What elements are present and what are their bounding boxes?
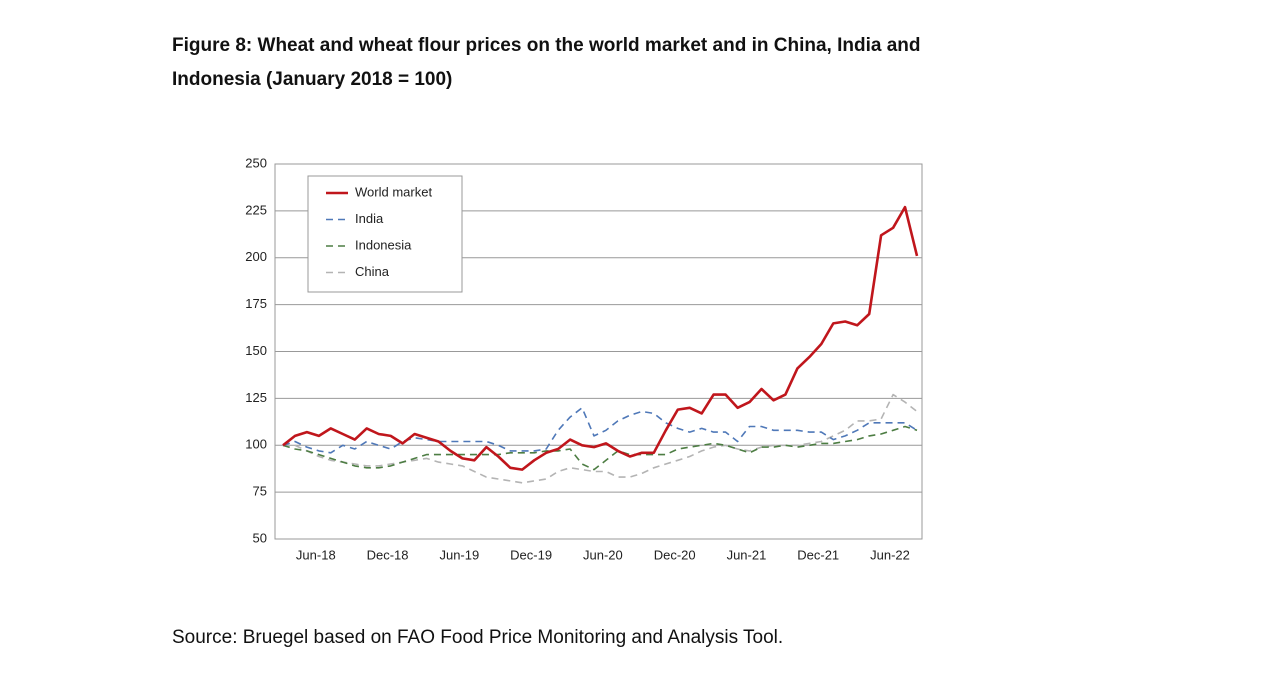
series-line	[282, 205, 919, 471]
legend-box	[307, 175, 463, 293]
y-tick-label: 175	[245, 296, 267, 311]
legend-label: Indonesia	[355, 237, 412, 252]
x-tick-label: Jun-20	[583, 547, 623, 562]
y-tick-label: 100	[245, 437, 267, 452]
y-tick-label: 50	[253, 530, 267, 545]
legend-label: India	[355, 211, 384, 226]
x-tick-label: Dec-21	[797, 547, 839, 562]
y-tick-label: 125	[245, 390, 267, 405]
y-tick-label: 200	[245, 249, 267, 264]
x-tick-label: Jun-22	[870, 547, 910, 562]
chart-title: Figure 8: Wheat and wheat flour prices o…	[172, 35, 920, 56]
y-tick-label: 225	[245, 202, 267, 217]
y-tick-label: 75	[253, 484, 267, 499]
x-tick-label: Dec-20	[654, 547, 696, 562]
series-line	[283, 393, 918, 484]
y-tick-label: 250	[245, 155, 267, 170]
series-line	[282, 425, 918, 471]
chart-subtitle: Indonesia (January 2018 = 100)	[172, 69, 452, 90]
x-tick-label: Dec-18	[367, 547, 409, 562]
y-tick-label: 150	[245, 343, 267, 358]
legend-label: China	[355, 264, 390, 279]
x-tick-label: Dec-19	[510, 547, 552, 562]
series-line	[282, 407, 918, 454]
legend-label: World market	[355, 184, 432, 199]
source-note: Source: Bruegel based on FAO Food Price …	[172, 627, 783, 648]
x-tick-label: Jun-18	[296, 547, 336, 562]
x-tick-label: Jun-19	[439, 547, 479, 562]
x-tick-label: Jun-21	[727, 547, 767, 562]
